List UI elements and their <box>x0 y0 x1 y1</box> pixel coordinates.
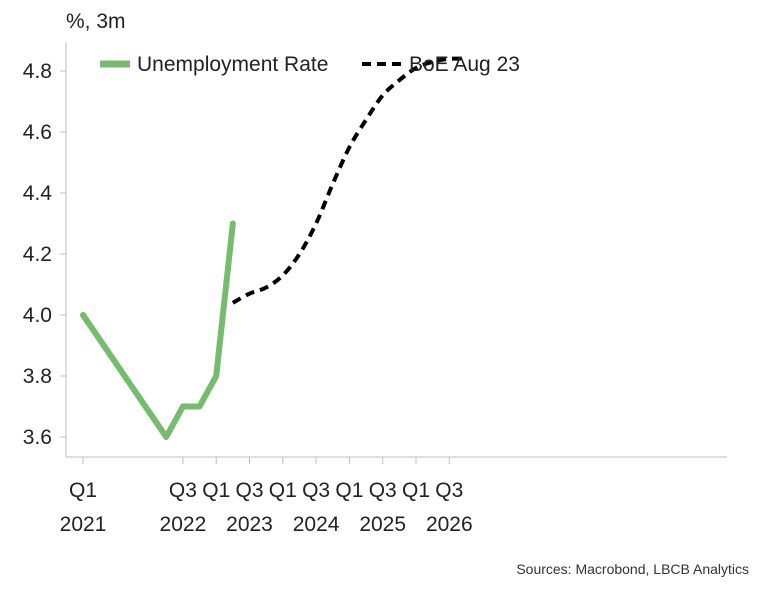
x-tick-year-label: 2025 <box>359 513 406 536</box>
y-tick-label: 4.6 <box>23 121 52 144</box>
x-tick-quarter-label: Q3 <box>169 479 197 502</box>
series-layer <box>80 56 466 440</box>
y-axis-ticks: 3.6 3.8 4.0 4.2 4.4 4.6 4.8 <box>23 60 66 449</box>
x-tick-quarter-label: Q1 <box>69 479 97 502</box>
x-tick-quarter-label: Q1 <box>202 479 230 502</box>
x-tick-quarter-label: Q1 <box>402 479 430 502</box>
legend-label-unemployment: Unemployment Rate <box>137 53 328 76</box>
unemployment-rate-line <box>80 220 236 440</box>
y-tick-label: 4.4 <box>23 182 53 205</box>
x-tick-year-label: 2024 <box>293 513 340 536</box>
boe-forecast-line <box>231 56 466 305</box>
y-tick-label: 4.0 <box>23 304 52 327</box>
x-tick-quarter-label: Q1 <box>335 479 363 502</box>
x-tick-year-label: 2022 <box>160 513 207 536</box>
legend: Unemployment Rate BoE Aug 23 <box>100 53 520 76</box>
x-tick-quarter-label: Q3 <box>369 479 397 502</box>
x-tick-quarter-label: Q3 <box>235 479 263 502</box>
y-tick-label: 4.2 <box>23 243 52 266</box>
x-tick-quarter-label: Q3 <box>302 479 330 502</box>
x-tick-year-label: 2026 <box>426 513 473 536</box>
legend-label-boe: BoE Aug 23 <box>409 53 520 76</box>
x-tick-quarter-label: Q3 <box>435 479 463 502</box>
source-note: Sources: Macrobond, LBCB Analytics <box>516 561 749 577</box>
x-tick-year-label: 2023 <box>226 513 273 536</box>
y-tick-label: 3.8 <box>23 365 52 388</box>
y-tick-label: 4.8 <box>23 60 52 83</box>
x-tick-quarter-label: Q1 <box>269 479 297 502</box>
y-unit-label: %, 3m <box>66 10 126 33</box>
x-tick-year-label: 2021 <box>60 513 107 536</box>
y-tick-label: 3.6 <box>23 426 52 449</box>
